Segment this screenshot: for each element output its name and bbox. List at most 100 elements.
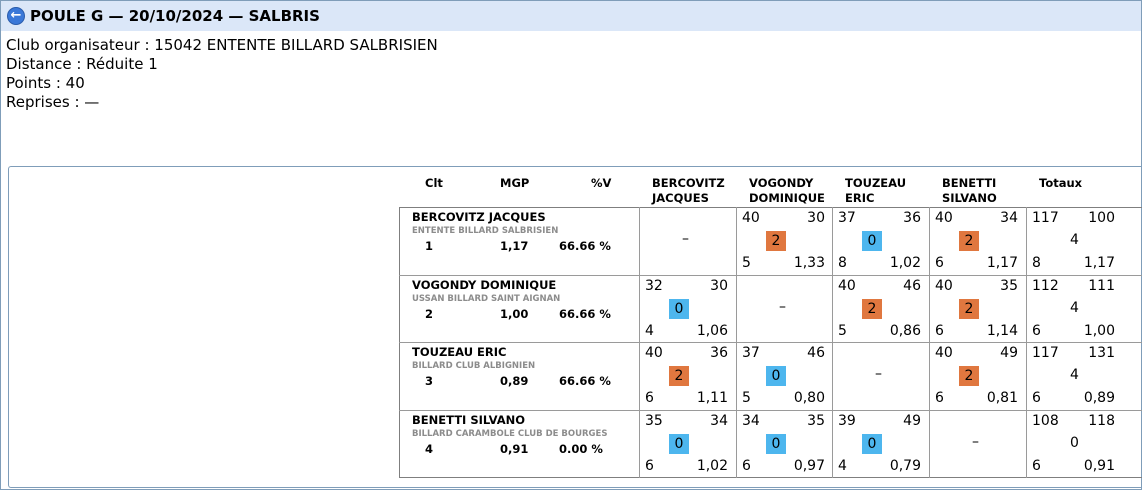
match-score-badge: 2 <box>766 231 786 251</box>
match-score-badge: 0 <box>669 434 689 454</box>
total-score: 0 <box>1070 435 1079 451</box>
header-totaux: Totaux <box>1039 176 1083 190</box>
player-rank: 1 <box>425 239 434 253</box>
match-score-badge: 0 <box>669 299 689 319</box>
player-club: BILLARD CLUB ALBIGNIEN <box>412 361 536 371</box>
header-mgp: MGP <box>500 176 530 190</box>
match-opponent-points: 35 <box>807 413 825 429</box>
total-reprises: 6 <box>1032 323 1041 339</box>
match-reprises: 5 <box>742 255 751 271</box>
back-arrow-icon[interactable]: ← <box>7 7 25 25</box>
match-points: 40 <box>935 210 953 226</box>
total-reprises: 8 <box>1032 255 1041 271</box>
points: Points : 40 <box>6 74 85 92</box>
match-opponent-points: 34 <box>710 413 728 429</box>
player-club: ENTENTE BILLARD SALBRISIEN <box>412 226 559 236</box>
title-bar: ← POULE G — 20/10/2024 — SALBRIS <box>1 1 1141 31</box>
match-reprises: 6 <box>935 323 944 339</box>
match-average: 0,80 <box>793 390 825 406</box>
match-score-badge: 0 <box>766 434 786 454</box>
total-points: 108 <box>1032 413 1059 429</box>
match-opponent-points: 35 <box>1000 278 1018 294</box>
grid-col-divider <box>832 207 833 478</box>
match-average: 1,11 <box>696 390 728 406</box>
total-opponent-points: 118 <box>1088 413 1115 429</box>
match-points: 34 <box>742 413 760 429</box>
player-win-pct: 0.00 % <box>559 442 603 456</box>
competition-info: Club organisateur : 15042 ENTENTE BILLAR… <box>6 36 438 112</box>
total-score: 4 <box>1070 300 1079 316</box>
match-average: 0,81 <box>986 390 1018 406</box>
total-opponent-points: 100 <box>1088 210 1115 226</box>
match-reprises: 6 <box>645 458 654 474</box>
total-points: 117 <box>1032 345 1059 361</box>
player-club: USSAN BILLARD SAINT AIGNAN <box>412 294 561 304</box>
grid-col-divider <box>929 207 930 478</box>
match-average: 0,86 <box>889 323 921 339</box>
total-reprises: 6 <box>1032 390 1041 406</box>
player-win-pct: 66.66 % <box>559 239 611 253</box>
match-score-badge: 0 <box>862 231 882 251</box>
total-average: 1,00 <box>1083 323 1115 339</box>
match-average: 1,02 <box>696 458 728 474</box>
player-mgp: 1,17 <box>500 239 529 253</box>
match-average: 1,06 <box>696 323 728 339</box>
match-opponent-points: 49 <box>1000 345 1018 361</box>
grid-col-divider <box>639 207 640 478</box>
player-rank: 2 <box>425 307 434 321</box>
self-match-dash: – <box>779 299 786 315</box>
match-opponent-points: 30 <box>710 278 728 294</box>
match-average: 1,02 <box>889 255 921 271</box>
organizer-club: Club organisateur : 15042 ENTENTE BILLAR… <box>6 36 438 54</box>
player-name: BENETTI SILVANO <box>412 413 526 427</box>
results-panel <box>8 166 1142 488</box>
match-reprises: 6 <box>935 255 944 271</box>
match-opponent-points: 36 <box>903 210 921 226</box>
player-club: BILLARD CARAMBOLE CLUB DE BOURGES <box>412 429 608 439</box>
match-score-badge: 2 <box>959 231 979 251</box>
total-reprises: 6 <box>1032 458 1041 474</box>
header-clt: Clt <box>425 176 443 190</box>
total-points: 112 <box>1032 278 1059 294</box>
match-opponent-points: 49 <box>903 413 921 429</box>
player-name: TOUZEAU ERIC <box>412 345 507 359</box>
player-name: VOGONDY DOMINIQUE <box>412 278 557 292</box>
total-points: 117 <box>1032 210 1059 226</box>
total-average: 0,89 <box>1083 390 1115 406</box>
total-opponent-points: 131 <box>1088 345 1115 361</box>
match-points: 35 <box>645 413 663 429</box>
total-average: 0,91 <box>1083 458 1115 474</box>
total-score: 4 <box>1070 367 1079 383</box>
match-average: 0,79 <box>889 458 921 474</box>
match-points: 37 <box>838 210 856 226</box>
match-points: 40 <box>935 278 953 294</box>
self-match-dash: – <box>875 366 882 382</box>
match-reprises: 5 <box>742 390 751 406</box>
match-opponent-points: 34 <box>1000 210 1018 226</box>
match-reprises: 8 <box>838 255 847 271</box>
player-win-pct: 66.66 % <box>559 374 611 388</box>
match-points: 40 <box>838 278 856 294</box>
match-average: 0,97 <box>793 458 825 474</box>
header-pv: %V <box>591 176 612 190</box>
match-points: 40 <box>645 345 663 361</box>
header-opponent-1: BERCOVITZ JACQUES <box>652 176 725 205</box>
player-rank: 3 <box>425 374 434 388</box>
grid-col-divider <box>1026 207 1027 478</box>
header-opponent-2: VOGONDY DOMINIQUE <box>749 176 825 205</box>
self-match-dash: – <box>972 434 979 450</box>
player-mgp: 0,91 <box>500 442 529 456</box>
distance: Distance : Réduite 1 <box>6 55 158 73</box>
match-score-badge: 2 <box>959 299 979 319</box>
match-points: 40 <box>935 345 953 361</box>
grid-row-divider <box>399 342 1142 343</box>
match-opponent-points: 36 <box>710 345 728 361</box>
player-name: BERCOVITZ JACQUES <box>412 210 546 224</box>
match-reprises: 6 <box>645 390 654 406</box>
match-opponent-points: 46 <box>807 345 825 361</box>
grid-row-divider <box>399 275 1142 276</box>
match-points: 40 <box>742 210 760 226</box>
total-average: 1,17 <box>1083 255 1115 271</box>
total-score: 4 <box>1070 232 1079 248</box>
match-average: 1,17 <box>986 255 1018 271</box>
